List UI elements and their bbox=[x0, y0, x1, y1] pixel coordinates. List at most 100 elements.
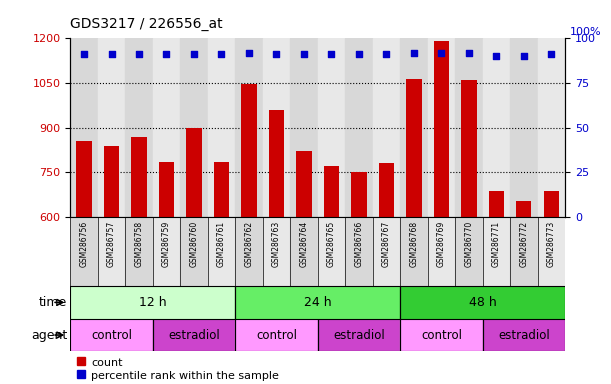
Bar bbox=[153, 38, 180, 217]
Bar bbox=[180, 38, 208, 217]
Bar bbox=[125, 38, 153, 217]
Text: estradiol: estradiol bbox=[498, 329, 550, 341]
Point bbox=[409, 50, 419, 56]
Point bbox=[272, 51, 282, 58]
Text: GSM286760: GSM286760 bbox=[189, 220, 199, 266]
Y-axis label: 100%: 100% bbox=[570, 26, 602, 36]
Text: GSM286768: GSM286768 bbox=[409, 220, 419, 266]
Text: 48 h: 48 h bbox=[469, 296, 497, 309]
Bar bbox=[483, 319, 565, 351]
Bar bbox=[180, 217, 208, 286]
Text: GSM286771: GSM286771 bbox=[492, 220, 501, 266]
Bar bbox=[345, 217, 373, 286]
Bar bbox=[269, 110, 284, 217]
Text: GSM286761: GSM286761 bbox=[217, 220, 226, 266]
Bar bbox=[483, 217, 510, 286]
Text: GSM286769: GSM286769 bbox=[437, 220, 446, 266]
Bar bbox=[489, 191, 504, 217]
Text: GSM286770: GSM286770 bbox=[464, 220, 474, 266]
Text: GSM286767: GSM286767 bbox=[382, 220, 391, 266]
Bar bbox=[428, 38, 455, 217]
Text: GDS3217 / 226556_at: GDS3217 / 226556_at bbox=[70, 17, 223, 31]
Bar bbox=[345, 38, 373, 217]
Text: GSM286764: GSM286764 bbox=[299, 220, 309, 266]
Bar bbox=[98, 217, 125, 286]
Bar bbox=[296, 152, 312, 217]
Point bbox=[79, 51, 89, 58]
Text: control: control bbox=[421, 329, 462, 341]
Bar bbox=[538, 217, 565, 286]
Text: GSM286766: GSM286766 bbox=[354, 220, 364, 266]
Bar bbox=[241, 84, 257, 217]
Bar bbox=[70, 217, 98, 286]
Bar bbox=[373, 217, 400, 286]
Bar bbox=[214, 162, 229, 217]
Point bbox=[327, 51, 337, 58]
Point bbox=[381, 51, 392, 58]
Text: estradiol: estradiol bbox=[333, 329, 385, 341]
Bar bbox=[516, 200, 532, 217]
Bar bbox=[235, 286, 400, 319]
Bar bbox=[290, 217, 318, 286]
Bar bbox=[400, 217, 428, 286]
Bar bbox=[455, 38, 483, 217]
Bar bbox=[318, 319, 400, 351]
Bar bbox=[400, 38, 428, 217]
Bar bbox=[428, 217, 455, 286]
Bar bbox=[400, 286, 565, 319]
Bar bbox=[131, 137, 147, 217]
Point bbox=[519, 53, 529, 60]
Bar bbox=[153, 217, 180, 286]
Point bbox=[217, 51, 227, 58]
Bar bbox=[235, 38, 263, 217]
Point bbox=[464, 50, 474, 56]
Point bbox=[492, 53, 502, 60]
Text: time: time bbox=[39, 296, 67, 309]
Text: GSM286773: GSM286773 bbox=[547, 220, 556, 266]
Bar bbox=[373, 38, 400, 217]
Bar bbox=[263, 38, 290, 217]
Bar bbox=[153, 319, 235, 351]
Text: estradiol: estradiol bbox=[168, 329, 220, 341]
Point bbox=[547, 51, 557, 58]
Text: GSM286765: GSM286765 bbox=[327, 220, 336, 266]
Bar bbox=[208, 38, 235, 217]
Text: agent: agent bbox=[31, 329, 67, 341]
Bar bbox=[434, 41, 449, 217]
Text: GSM286763: GSM286763 bbox=[272, 220, 281, 266]
Bar bbox=[461, 80, 477, 217]
Text: 24 h: 24 h bbox=[304, 296, 332, 309]
Point bbox=[299, 51, 309, 58]
Bar bbox=[208, 217, 235, 286]
Bar bbox=[290, 38, 318, 217]
Bar bbox=[186, 127, 202, 217]
Bar bbox=[538, 38, 565, 217]
Text: GSM286772: GSM286772 bbox=[519, 220, 529, 266]
Point bbox=[189, 51, 199, 58]
Bar bbox=[324, 166, 339, 217]
Bar bbox=[76, 141, 92, 217]
Bar bbox=[159, 162, 174, 217]
Text: GSM286758: GSM286758 bbox=[134, 220, 144, 266]
Bar bbox=[263, 217, 290, 286]
Text: control: control bbox=[91, 329, 132, 341]
Text: GSM286756: GSM286756 bbox=[79, 220, 89, 266]
Bar bbox=[406, 79, 422, 217]
Bar bbox=[70, 286, 235, 319]
Legend: count, percentile rank within the sample: count, percentile rank within the sample bbox=[76, 357, 279, 381]
Text: control: control bbox=[256, 329, 297, 341]
Bar bbox=[235, 319, 318, 351]
Point bbox=[354, 51, 364, 58]
Bar bbox=[510, 217, 538, 286]
Bar bbox=[544, 191, 559, 217]
Text: 12 h: 12 h bbox=[139, 296, 167, 309]
Text: GSM286757: GSM286757 bbox=[107, 220, 116, 266]
Bar bbox=[70, 319, 153, 351]
Point bbox=[437, 50, 447, 56]
Bar bbox=[98, 38, 125, 217]
Bar bbox=[235, 217, 263, 286]
Bar bbox=[318, 38, 345, 217]
Bar bbox=[483, 38, 510, 217]
Text: GSM286762: GSM286762 bbox=[244, 220, 254, 266]
Text: GSM286759: GSM286759 bbox=[162, 220, 171, 266]
